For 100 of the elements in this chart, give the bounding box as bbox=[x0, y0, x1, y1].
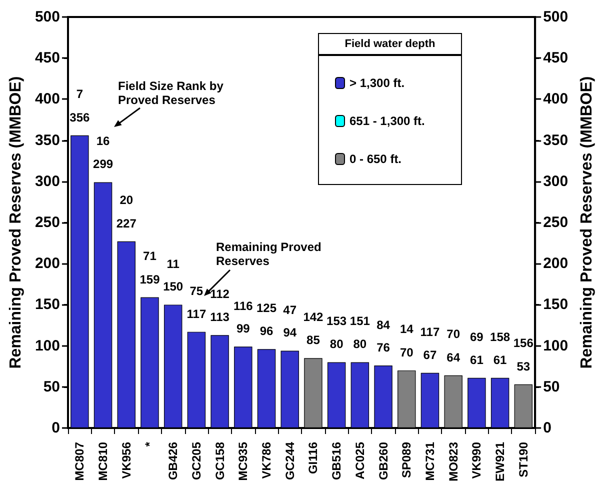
annotation: 70 bbox=[446, 327, 460, 342]
y2-tick-label: 250 bbox=[543, 214, 568, 231]
data-label: 76 bbox=[376, 340, 390, 355]
bar bbox=[70, 135, 89, 428]
bar bbox=[350, 362, 370, 428]
y2-tick-label: 300 bbox=[543, 172, 568, 190]
annotation: 112 bbox=[210, 287, 230, 302]
data-label: 80 bbox=[353, 337, 367, 352]
bar bbox=[327, 362, 346, 428]
bar bbox=[187, 332, 206, 428]
x-tick-label: * bbox=[142, 442, 157, 447]
bar bbox=[164, 304, 182, 428]
data-label: 61 bbox=[493, 352, 508, 367]
x-tick-label: MC935 bbox=[236, 442, 250, 481]
annotation: 117 bbox=[420, 324, 440, 339]
y-tick-label: 350 bbox=[34, 132, 60, 149]
y2-tick-label: 150 bbox=[543, 296, 568, 314]
bar bbox=[398, 370, 416, 428]
annotation: 75 bbox=[190, 284, 204, 298]
data-label: 96 bbox=[260, 324, 274, 338]
y-tick-label: 50 bbox=[43, 378, 60, 396]
legend-label: > 1,300 ft. bbox=[350, 76, 405, 90]
legend-label: 0 - 650 ft. bbox=[350, 152, 402, 166]
y2-tick-label: 400 bbox=[543, 90, 568, 108]
x-tick-label: VK990 bbox=[470, 442, 484, 479]
annotation: 84 bbox=[376, 318, 390, 332]
x-tick-label: GB426 bbox=[166, 442, 180, 480]
annotation: 142 bbox=[303, 310, 324, 324]
data-label: 117 bbox=[186, 306, 206, 321]
bar bbox=[117, 241, 136, 428]
annotation: 156 bbox=[513, 336, 534, 350]
y-tick-label: 500 bbox=[34, 8, 60, 26]
x-tick-label: SP089 bbox=[400, 442, 414, 478]
bar bbox=[304, 358, 322, 428]
x-tick-label: GI116 bbox=[306, 442, 320, 474]
annotation: 11 bbox=[166, 256, 180, 271]
bar bbox=[444, 375, 462, 428]
data-label: 64 bbox=[446, 350, 460, 364]
y-tick-label: 150 bbox=[34, 296, 60, 314]
x-tick-label: GC158 bbox=[212, 442, 227, 480]
x-tick-label: GB516 bbox=[330, 442, 344, 480]
annotation: 69 bbox=[470, 330, 484, 344]
annotation: Remaining Proved Reserves bbox=[216, 240, 322, 268]
data-label: 70 bbox=[400, 345, 414, 360]
y-tick-label: 200 bbox=[34, 255, 60, 272]
x-tick-label: VK786 bbox=[260, 442, 274, 479]
data-label: 53 bbox=[516, 359, 530, 374]
y2-tick-label: 50 bbox=[543, 378, 560, 396]
legend-label: 651 - 1,300 ft. bbox=[350, 114, 425, 128]
x-tick-label: EW921 bbox=[493, 442, 508, 482]
annotation: 20 bbox=[118, 193, 134, 208]
annotation: 116 bbox=[233, 298, 253, 313]
x-tick-label: ST190 bbox=[516, 442, 530, 478]
y2-tick-label: 500 bbox=[543, 8, 568, 26]
annotation: 14 bbox=[400, 322, 414, 336]
data-label: 159 bbox=[140, 272, 160, 286]
y2-tick-label: 0 bbox=[543, 420, 552, 436]
data-label: 299 bbox=[93, 157, 114, 172]
annotation: 7 bbox=[75, 87, 84, 102]
data-label: 67 bbox=[423, 348, 437, 362]
legend-title: Field water depth bbox=[344, 37, 436, 52]
y2-tick-label: 450 bbox=[543, 50, 568, 67]
annotation: 151 bbox=[350, 314, 370, 328]
bar bbox=[210, 335, 229, 428]
bar bbox=[234, 346, 252, 428]
bar bbox=[257, 349, 276, 428]
bar bbox=[94, 182, 112, 428]
x-tick-label: GC244 bbox=[282, 442, 297, 480]
y2-tick-label: 100 bbox=[543, 337, 568, 354]
annotation: 153 bbox=[326, 314, 347, 328]
annotation: Field Size Rank by Proved Reserves bbox=[118, 79, 224, 107]
x-tick-label: MC731 bbox=[422, 442, 437, 481]
bar bbox=[140, 297, 159, 428]
data-label: 150 bbox=[163, 280, 184, 294]
data-label: 85 bbox=[306, 333, 320, 348]
bar bbox=[490, 378, 510, 428]
annotation: 125 bbox=[256, 301, 277, 316]
annotation: 158 bbox=[490, 330, 510, 344]
data-label: 80 bbox=[330, 337, 344, 352]
data-label: 113 bbox=[210, 310, 230, 324]
y-axis-title: Remaining Proved Reserves (MMBOE) bbox=[8, 76, 25, 369]
y2-axis-title: Remaining Proved Reserves (MMBOE) bbox=[578, 76, 596, 369]
y2-tick-label: 200 bbox=[543, 255, 568, 272]
x-tick-label: GC205 bbox=[189, 442, 204, 480]
annotation: 16 bbox=[95, 134, 111, 148]
x-tick-label: VK956 bbox=[119, 442, 134, 479]
annotation: 71 bbox=[143, 249, 156, 264]
y-tick-label: 300 bbox=[34, 172, 60, 190]
bar bbox=[374, 366, 392, 428]
annotation: 47 bbox=[283, 302, 297, 317]
y-tick-label: 400 bbox=[34, 90, 60, 108]
x-tick-label: AC025 bbox=[352, 442, 367, 480]
y2-tick-label: 350 bbox=[543, 132, 568, 149]
y-tick-label: 0 bbox=[52, 420, 60, 436]
x-tick-label: GB260 bbox=[376, 442, 390, 480]
data-label: 94 bbox=[283, 326, 297, 340]
data-label: 99 bbox=[236, 322, 250, 336]
data-label: 227 bbox=[116, 216, 137, 230]
bar bbox=[280, 350, 299, 428]
bar bbox=[468, 378, 486, 428]
